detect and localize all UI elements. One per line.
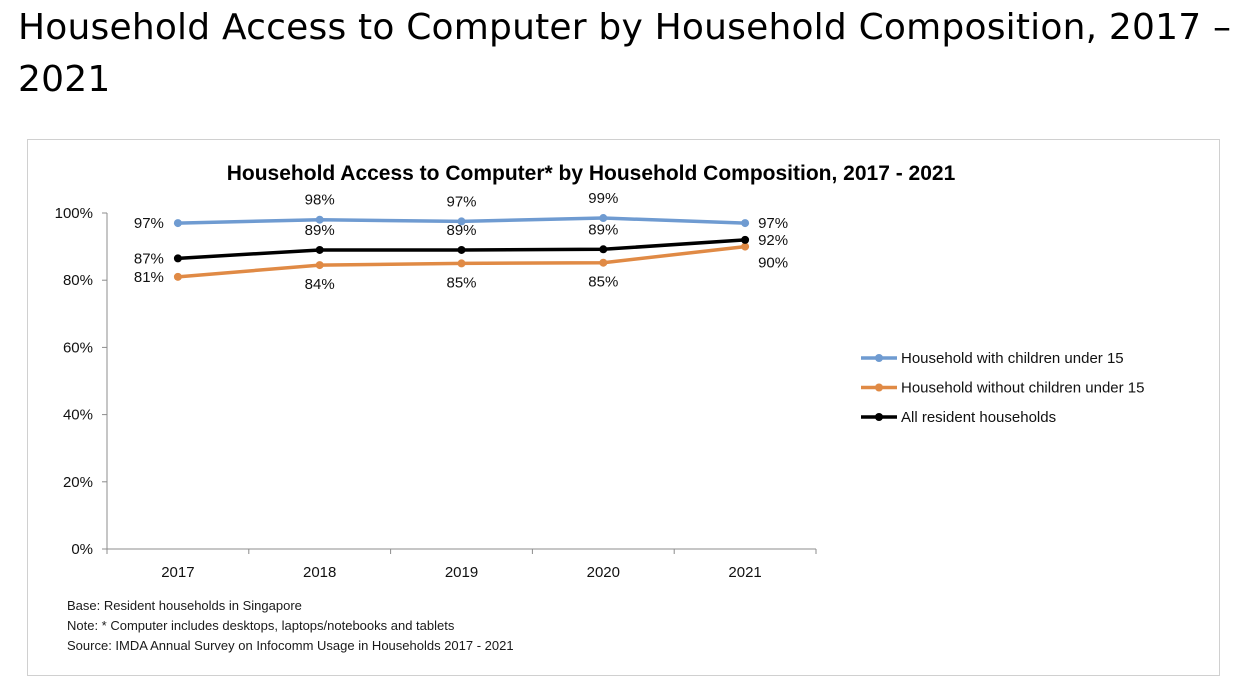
data-point [173,272,182,281]
data-label: 89% [588,221,618,238]
y-tick-label: 80% [63,272,93,289]
data-point [741,219,750,228]
data-label: 87% [134,250,164,267]
data-label: 85% [446,274,476,291]
legend-marker [875,354,883,362]
data-label: 99% [588,190,618,207]
data-label: 97% [758,215,788,232]
data-label: 92% [758,232,788,249]
data-point [457,217,466,226]
source-note: Source: IMDA Annual Survey on Infocomm U… [67,638,514,653]
x-tick-label: 2021 [728,564,761,581]
x-tick-label: 2017 [161,564,194,581]
data-label: 89% [446,222,476,239]
chart-notes: Base: Resident households in Singapore N… [67,596,514,656]
page-title: Household Access to Computer by Househol… [18,7,1232,100]
x-tick-label: 2020 [587,564,620,581]
data-point [599,245,608,254]
chart-title: Household Access to Computer* by Househo… [227,162,956,185]
legend-label: Household without children under 15 [901,380,1145,397]
chart-frame [27,139,1220,676]
data-point [315,245,324,254]
legend-label: Household with children under 15 [901,350,1124,367]
legend-marker [875,383,883,392]
base-note: Base: Resident households in Singapore [67,598,302,613]
legend-label: All resident households [901,409,1056,426]
y-tick-label: 40% [63,407,93,424]
y-tick-label: 100% [55,205,93,222]
data-point [457,245,466,254]
data-point [315,215,324,224]
data-point [599,258,608,267]
data-point [741,242,750,251]
legend-marker [875,413,883,421]
data-label: 85% [588,274,618,291]
data-label: 97% [134,215,164,232]
y-tick-label: 0% [71,541,93,558]
x-tick-label: 2019 [445,564,478,581]
y-tick-label: 60% [63,339,93,356]
data-label: 81% [134,269,164,286]
computer-definition-note: Note: * Computer includes desktops, lapt… [67,618,455,633]
data-point [457,259,466,268]
data-label: 84% [305,276,335,293]
data-label: 90% [758,255,788,272]
data-point [599,214,608,223]
data-point [173,219,182,228]
data-point [173,254,182,263]
x-tick-label: 2018 [303,564,336,581]
data-label: 97% [446,193,476,210]
data-label: 89% [305,222,335,239]
y-tick-label: 20% [63,474,93,491]
data-point [741,235,750,244]
data-label: 98% [305,192,335,209]
data-point [315,261,324,270]
